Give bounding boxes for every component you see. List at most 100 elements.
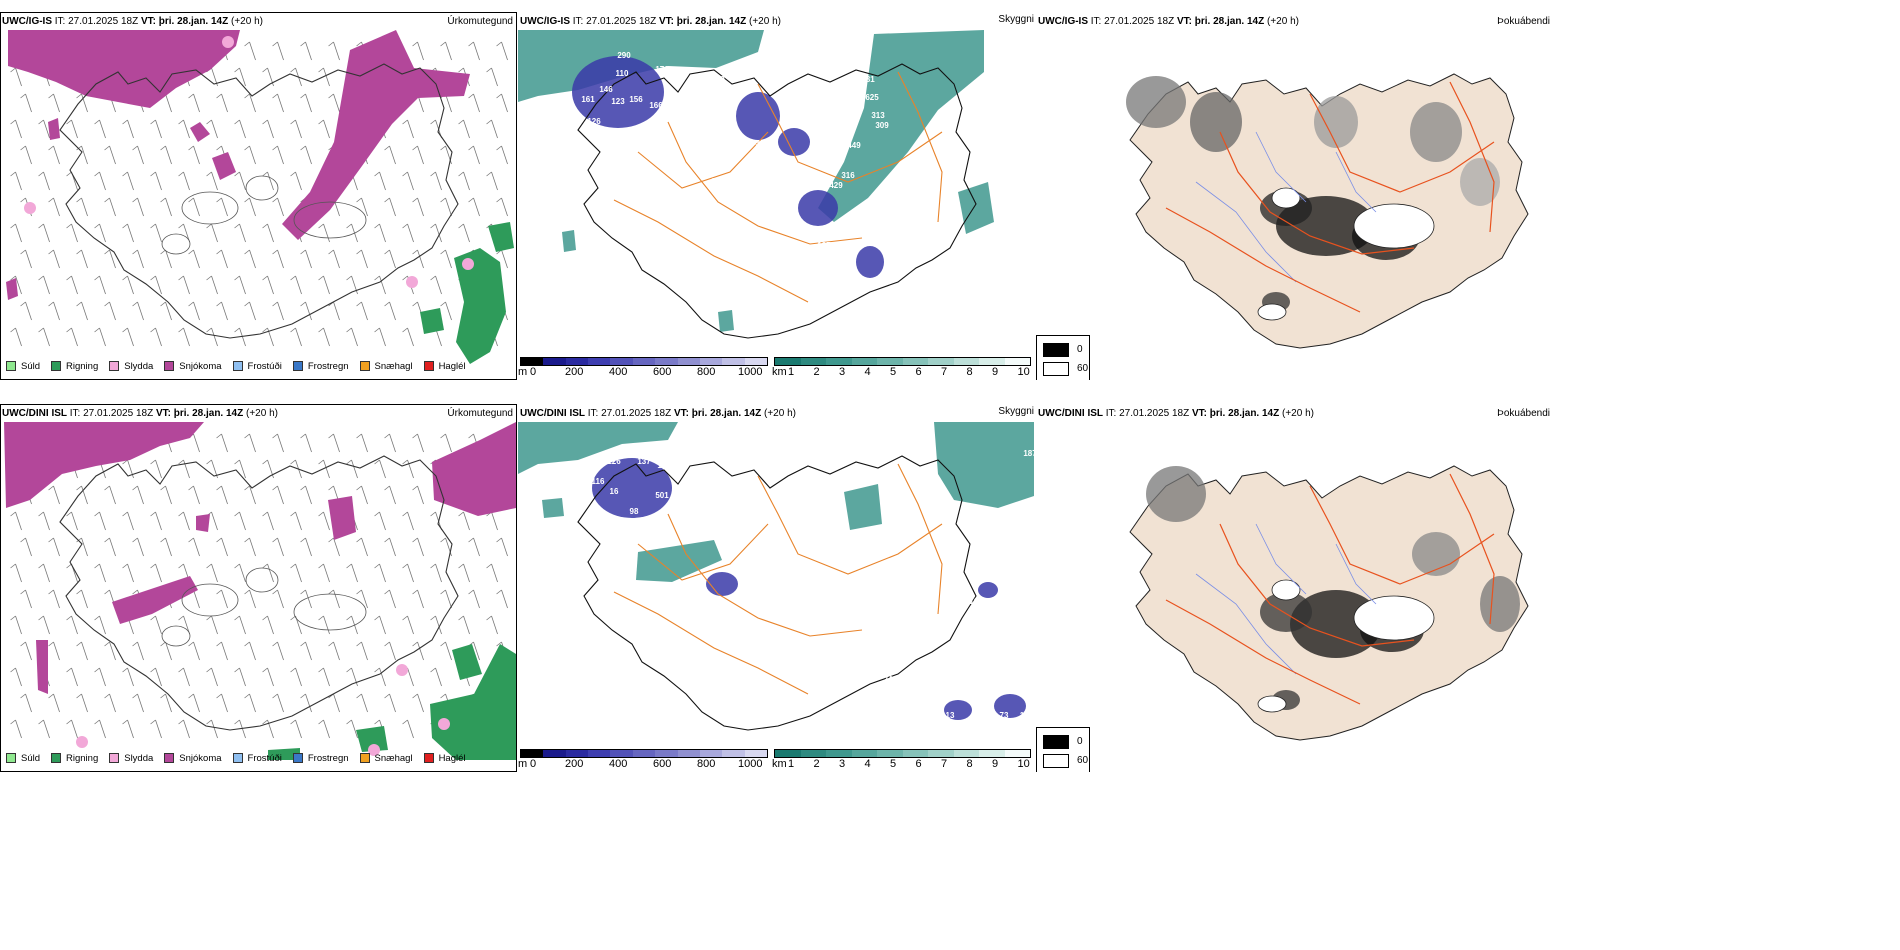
row2-cloud-header: UWC/DINI ISL IT: 27.01.2025 18Z VT: þri.… — [520, 408, 796, 420]
cloudbase-tick: 600 — [653, 366, 672, 378]
legend-label: Súld — [21, 752, 41, 764]
visibility-bin — [851, 358, 877, 365]
legend-item-2: Slydda — [109, 753, 153, 764]
legend-label: Frostúði — [247, 752, 282, 764]
row1-fog-title: Þokuábendi — [1497, 16, 1550, 27]
glaciers-white — [1257, 187, 1435, 321]
visibility-tick: 6 — [915, 758, 922, 770]
visibility-tick: 7 — [941, 758, 948, 770]
row1-fog-vt-label: VT: — [1176, 16, 1192, 27]
row2-fog-vt-value: þri. 28.jan. 14Z — [1209, 408, 1280, 419]
legend-label: Slydda — [124, 360, 154, 372]
cloudbase-unit: m — [518, 758, 528, 770]
cloudbase-bin — [565, 750, 589, 757]
row1-vt-label: VT: — [140, 16, 156, 27]
sleet-areas — [24, 36, 474, 288]
row1-precip-header: UWC/IG-IS IT: 27.01.2025 18Z VT: þri. 28… — [2, 16, 263, 28]
legend-swatch — [292, 753, 303, 763]
fog-roads — [1165, 81, 1495, 313]
row2-fog-it-value: 27.01.2025 18Z — [1119, 408, 1190, 419]
legend-swatch — [51, 753, 62, 763]
row1-fog-map[interactable] — [1036, 12, 1556, 380]
row2-cloud-it-value: 27.01.2025 18Z — [601, 408, 672, 419]
legend-swatch — [232, 753, 243, 763]
cloudbase-label: 989 — [711, 75, 725, 84]
visibility-tick: 2 — [813, 366, 820, 378]
row1-cloud-panel: 290 176 110 146 161 123 156 166 134 208 126 989 693 4… — [518, 12, 1036, 380]
row2-precip-map[interactable] — [0, 404, 517, 772]
visibility-tick: 9 — [992, 366, 999, 378]
row2-fog-map[interactable] — [1036, 404, 1556, 772]
visibility-tick: 10 — [1017, 758, 1030, 770]
cloudbase-label: 24 — [884, 675, 893, 684]
cloudbase-label: 126 — [587, 117, 601, 126]
legend-swatch — [292, 361, 303, 371]
legend-swatch — [6, 753, 16, 763]
cloudbase-label: 44 — [720, 119, 729, 128]
row1-fog-it-label: IT: — [1090, 16, 1102, 27]
cloudbase-bin — [610, 358, 633, 365]
cloudbase-bin — [588, 750, 611, 757]
legend-item-7: Haglél — [423, 753, 466, 764]
legend-label: Rigning — [66, 752, 99, 764]
iceland-outline — [577, 63, 977, 339]
legend-item-1: Rigning — [51, 361, 98, 372]
cloudbase-bin — [722, 750, 745, 757]
cloudbase-label: 11 — [1020, 711, 1029, 720]
cloudbase-label: 781 — [861, 75, 875, 84]
row1-fog-key-white — [1043, 362, 1069, 376]
cloudbase-label: 16 — [610, 487, 619, 496]
row2-fog-key-60: 60 — [1077, 755, 1089, 766]
legend-swatch — [6, 361, 16, 371]
row2-fog-lead: (+20 h) — [1282, 408, 1314, 419]
visibility-bin — [800, 750, 826, 757]
cloudbase-tick: 0 — [530, 366, 537, 378]
cloudbase-tick: 800 — [697, 366, 716, 378]
row1-cloud-header: UWC/IG-IS IT: 27.01.2025 18Z VT: þri. 28… — [520, 16, 781, 28]
cloudbase-tick: 400 — [609, 758, 628, 770]
row1-precip-panel: UWC/IG-IS IT: 27.01.2025 18Z VT: þri. 28… — [0, 12, 517, 380]
visibility-unit: km — [772, 366, 787, 378]
row2-precip-title: Úrkomutegund — [447, 408, 513, 419]
row2-model-name: UWC/DINI ISL — [2, 408, 67, 419]
visibility-bin — [1004, 750, 1030, 757]
visibility-bin — [775, 750, 801, 757]
cloudbase-label: 149 — [657, 461, 671, 470]
cloudbase-bin — [677, 750, 700, 757]
row1-precip-map[interactable] — [0, 12, 517, 380]
legend-item-2: Slydda — [109, 361, 153, 372]
row2-visibility-ticks: km 1 2 3 4 5 6 7 8 9 10 — [772, 758, 1036, 772]
row2-cloudbase-ticks: m 0 200 400 600 800 1000 — [518, 758, 778, 772]
row1-visibility-ticks: km 1 2 3 4 5 6 7 8 9 10 — [772, 366, 1036, 380]
row2-fog-key: 0 60 — [1036, 727, 1090, 772]
row1-fog-key-60: 60 — [1077, 363, 1089, 374]
visibility-bin — [979, 750, 1005, 757]
row1-model-name: UWC/IG-IS — [2, 16, 52, 27]
cloudbase-label: 501 — [655, 491, 669, 500]
cloudbase-label: 97 — [722, 197, 731, 206]
row2-fog-key-black — [1043, 735, 1069, 749]
visibility-bin — [877, 750, 903, 757]
visibility-bin — [979, 358, 1005, 365]
row1-fog-model: UWC/IG-IS — [1038, 16, 1088, 27]
legend-item-3: Snjókoma — [164, 753, 222, 764]
legend-label: Frostregn — [307, 752, 349, 764]
cloudbase-tick: 400 — [609, 366, 628, 378]
visibility-tick: 1 — [788, 366, 795, 378]
row1-fog-it-value: 27.01.2025 18Z — [1104, 16, 1175, 27]
wind-barbs — [10, 41, 508, 347]
cloudbase-areas — [572, 56, 884, 278]
row2-fog-it-label: IT: — [1105, 408, 1117, 419]
cloudbase-label: 98 — [630, 507, 639, 516]
iceland-outline — [577, 455, 977, 731]
snow-areas — [6, 30, 470, 300]
cloudbase-label: 137 — [637, 457, 651, 466]
row2-cloud-model: UWC/DINI ISL — [520, 408, 585, 419]
cloudbase-label: 116 — [592, 477, 605, 486]
rivers — [1195, 131, 1377, 283]
visibility-tick: 5 — [890, 758, 897, 770]
visibility-bin — [851, 750, 877, 757]
